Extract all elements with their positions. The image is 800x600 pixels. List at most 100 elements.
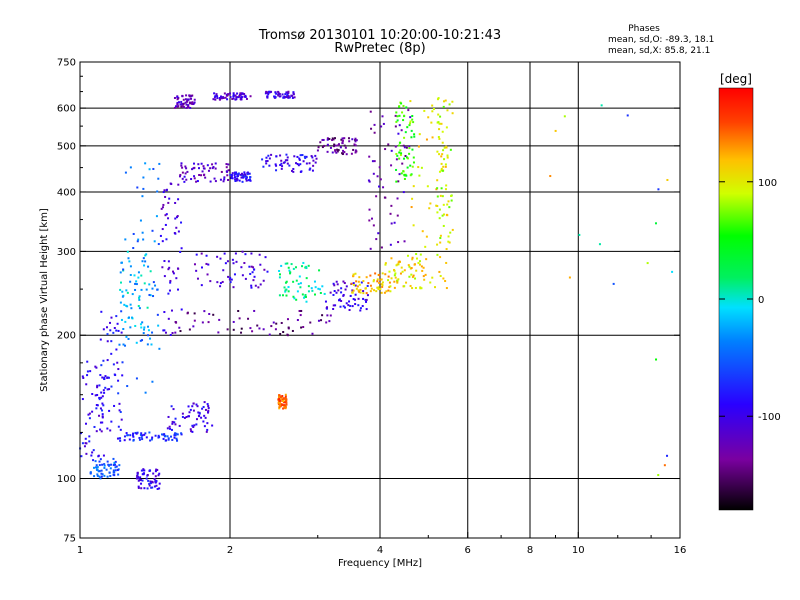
- scatter-point: [402, 104, 405, 107]
- scatter-point: [163, 435, 166, 438]
- scatter-point: [248, 265, 251, 268]
- scatter-point: [372, 224, 375, 227]
- scatter-point: [196, 405, 199, 408]
- scatter-point: [399, 149, 402, 152]
- scatter-point: [173, 433, 176, 436]
- scatter-point: [436, 243, 439, 246]
- scatter-point: [110, 385, 113, 388]
- scatter-point: [113, 461, 116, 464]
- scatter-point: [278, 269, 281, 272]
- scatter-point: [284, 159, 287, 162]
- scatter-point: [267, 93, 270, 96]
- scatter-point: [95, 468, 98, 471]
- scatter-point: [136, 471, 139, 474]
- scatter-point: [95, 366, 98, 369]
- scatter-point: [81, 398, 84, 401]
- scatter-point: [106, 475, 109, 478]
- scatter-point: [286, 159, 289, 162]
- scatter-point: [280, 159, 283, 162]
- scatter-point: [242, 92, 245, 95]
- scatter-point: [268, 333, 271, 336]
- scatter-point: [156, 313, 159, 316]
- scatter-point: [446, 156, 449, 159]
- scatter-point: [96, 404, 99, 407]
- scatter-point: [444, 165, 447, 168]
- scatter-point: [324, 300, 327, 303]
- scatter-point: [404, 131, 407, 134]
- scatter-point: [135, 377, 138, 380]
- scatter-point: [398, 144, 401, 147]
- scatter-point: [379, 288, 382, 291]
- x-tick-label: 10: [572, 545, 585, 556]
- scatter-point: [185, 178, 188, 181]
- scatter-point: [148, 482, 151, 485]
- scatter-point: [180, 308, 183, 311]
- scatter-point: [171, 332, 174, 335]
- scatter-point: [138, 296, 141, 299]
- scatter-point: [305, 162, 308, 165]
- scatter-point: [325, 307, 328, 310]
- scatter-point: [135, 283, 138, 286]
- scatter-point: [106, 388, 109, 391]
- scatter-point: [129, 280, 132, 283]
- scatter-point: [321, 285, 324, 288]
- grid-lines: [80, 62, 680, 538]
- scatter-point: [180, 432, 183, 435]
- scatter-point: [375, 195, 378, 198]
- scatter-point: [103, 466, 106, 469]
- scatter-point: [412, 121, 415, 124]
- scatter-point: [284, 393, 287, 396]
- scatter-point: [102, 389, 105, 392]
- scatter-point: [414, 286, 417, 289]
- scatter-point: [197, 414, 200, 417]
- scatter-point: [443, 146, 446, 149]
- scatter-point: [85, 422, 88, 425]
- scatter-point: [301, 154, 304, 157]
- scatter-point: [335, 291, 338, 294]
- scatter-point: [235, 98, 238, 101]
- scatter-point: [135, 341, 138, 344]
- scatter-point: [411, 118, 414, 121]
- scatter-point: [390, 149, 393, 152]
- scatter-point: [394, 125, 397, 128]
- scatter-point: [397, 241, 400, 244]
- scatter-point: [296, 162, 299, 165]
- scatter-point: [436, 211, 439, 214]
- scatter-point: [157, 324, 160, 327]
- scatter-point: [133, 274, 136, 277]
- scatter-point: [316, 149, 319, 152]
- scatter-point: [203, 310, 206, 313]
- scatter-point: [96, 474, 99, 477]
- scatter-point: [365, 292, 368, 295]
- scatter-point: [411, 197, 414, 200]
- scatter-point: [103, 377, 106, 380]
- scatter-point: [116, 469, 119, 472]
- scatter-point: [100, 469, 103, 472]
- scatter-point: [381, 284, 384, 287]
- scatter-point: [448, 103, 451, 106]
- scatter-point: [204, 408, 207, 411]
- scatter-point: [341, 137, 344, 140]
- scatter-point: [358, 283, 361, 286]
- scatter-point: [129, 434, 132, 437]
- scatter-point: [380, 125, 383, 128]
- scatter-point: [409, 284, 412, 287]
- scatter-point: [200, 266, 203, 269]
- stats-line-o: mean, sd,O: -89.3, 18.1: [608, 35, 714, 45]
- scatter-point: [139, 219, 142, 222]
- y-tick-label: 200: [57, 331, 76, 342]
- scatter-point: [442, 105, 445, 108]
- scatter-point: [420, 287, 423, 290]
- scatter-point: [127, 316, 130, 319]
- scatter-point: [142, 257, 145, 260]
- scatter-point: [351, 289, 354, 292]
- scatter-point: [184, 98, 187, 101]
- y-axis: 75 100 200 300 400 500 600 750: [57, 58, 680, 545]
- scatter-point: [422, 266, 425, 269]
- scatter-point: [394, 276, 397, 279]
- scatter-point: [177, 288, 180, 291]
- scatter-point: [140, 288, 143, 291]
- scatter-point: [109, 329, 112, 332]
- scatter-point: [373, 131, 376, 134]
- scatter-point: [348, 300, 351, 303]
